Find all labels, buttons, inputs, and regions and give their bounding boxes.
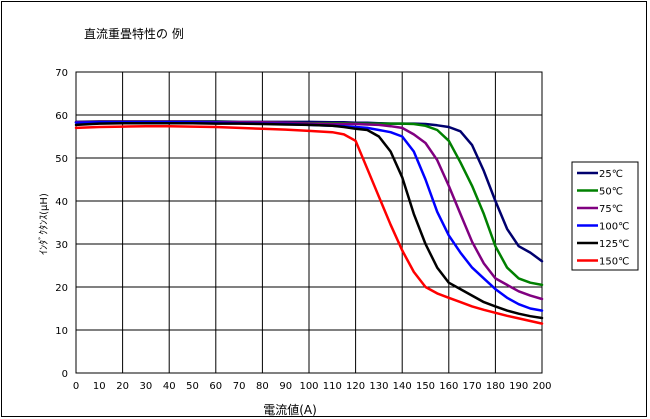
y-tick-label: 40 (55, 197, 68, 208)
chart-title: 直流重畳特性の 例 (84, 26, 184, 41)
x-tick-label: 160 (439, 381, 458, 392)
x-tick-label: 180 (486, 381, 505, 392)
y-tick-label: 10 (55, 326, 68, 337)
y-tick-label: 20 (55, 283, 68, 294)
x-tick-label: 120 (346, 381, 365, 392)
x-tick-label: 150 (416, 381, 435, 392)
y-tick-label: 0 (62, 369, 68, 380)
x-tick-label: 190 (509, 381, 528, 392)
x-tick-label: 60 (209, 381, 222, 392)
x-tick-label: 140 (393, 381, 412, 392)
x-tick-label: 10 (93, 381, 106, 392)
grid-lines (76, 72, 542, 373)
x-tick-label: 200 (532, 381, 551, 392)
legend-label-3: 100℃ (599, 222, 629, 233)
x-tick-label: 100 (299, 381, 318, 392)
legend-box (571, 161, 639, 271)
x-tick-label: 50 (186, 381, 199, 392)
legend-label-5: 150℃ (599, 257, 629, 268)
x-tick-label: 20 (116, 381, 129, 392)
legend-label-4: 125℃ (599, 239, 629, 250)
x-tick-label: 40 (163, 381, 176, 392)
x-tick-label: 170 (463, 381, 482, 392)
y-tick-label: 50 (55, 154, 68, 165)
x-tick-label: 130 (369, 381, 388, 392)
x-tick-label: 30 (140, 381, 153, 392)
series-line-4 (74, 121, 544, 320)
series-line-5 (74, 124, 544, 325)
x-tick-label: 110 (323, 381, 342, 392)
legend: 25℃ 50℃ 75℃ 100℃ 125℃ 150℃ (571, 161, 639, 271)
legend-label-0: 25℃ (599, 169, 623, 180)
y-tick-label: 70 (55, 68, 68, 79)
x-axis-label: 電流値(A) (263, 402, 317, 417)
y-tick-label: 30 (55, 240, 68, 251)
x-tick-label: 70 (233, 381, 246, 392)
x-tick-label: 80 (256, 381, 269, 392)
y-axis-label: ｲﾝﾀﾞｸﾀﾝｽ(μH) (38, 193, 50, 255)
y-tick-label: 60 (55, 111, 68, 122)
legend-label-1: 50℃ (599, 187, 623, 198)
legend-label-2: 75℃ (599, 204, 623, 215)
series-lines (74, 120, 544, 325)
x-tick-label: 90 (279, 381, 292, 392)
tick-labels: 0 10 20 30 40 50 60 70 80 90 100 110 120 130 140 150 160… (55, 68, 551, 392)
x-tick-label: 0 (73, 381, 79, 392)
